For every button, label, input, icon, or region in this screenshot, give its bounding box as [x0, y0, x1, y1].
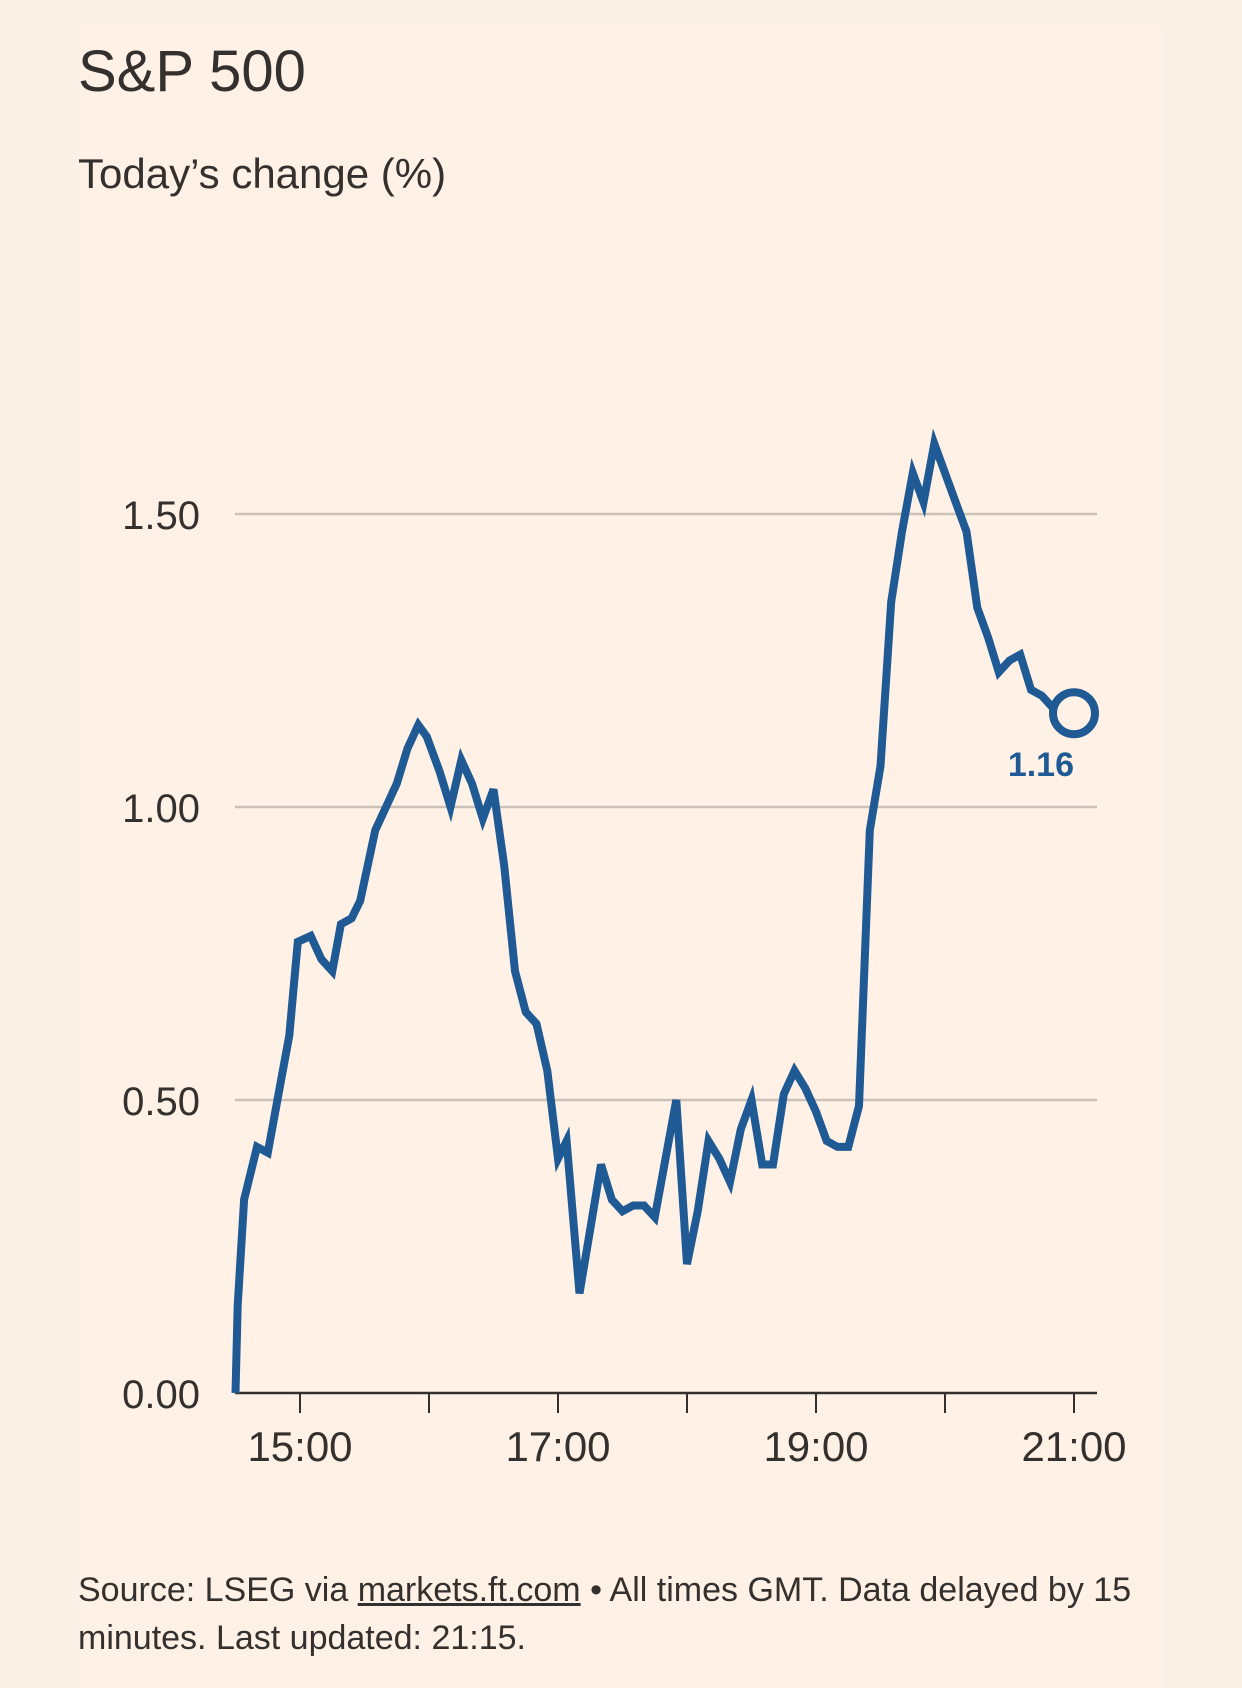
last-value-marker [1049, 688, 1099, 739]
grid-layer [235, 512, 1097, 1102]
chart-subtitle: Today’s change (%) [78, 150, 447, 197]
source-link[interactable]: markets.ft.com [357, 1571, 581, 1609]
x-tick-label: 17:00 [505, 1423, 610, 1470]
x-tick-label: 15:00 [247, 1423, 352, 1470]
line-chart: 0.00 0.50 1.00 1.50 15:00 17:00 19:00 21:00 1.… [122, 428, 1127, 1470]
x-tick-label: 19:00 [763, 1423, 868, 1470]
y-axis-labels: 0.00 0.50 1.00 1.50 [122, 494, 200, 1417]
x-tick-label: 21:00 [1021, 1423, 1126, 1470]
y-tick-label: 1.00 [122, 787, 200, 831]
y-tick-label: 0.00 [122, 1373, 200, 1417]
chart-panel [78, 26, 1163, 1688]
x-axis-labels: 15:00 17:00 19:00 21:00 [247, 1423, 1126, 1470]
series-line [231, 428, 1074, 1394]
last-value-label: 1.16 [1008, 746, 1074, 784]
y-tick-label: 1.50 [122, 494, 200, 538]
series-layer: 1.16 [231, 428, 1099, 1394]
chart-footer: Source: LSEG via markets.ft.com • All ti… [78, 1566, 1158, 1662]
source-prefix: Source: LSEG via [78, 1571, 358, 1609]
chart-title: S&P 500 [78, 39, 306, 104]
source-suffix: • All times GMT. Data delayed by 15 minu… [78, 1571, 1132, 1657]
x-axis [235, 1391, 1097, 1413]
y-tick-label: 0.50 [122, 1080, 200, 1124]
